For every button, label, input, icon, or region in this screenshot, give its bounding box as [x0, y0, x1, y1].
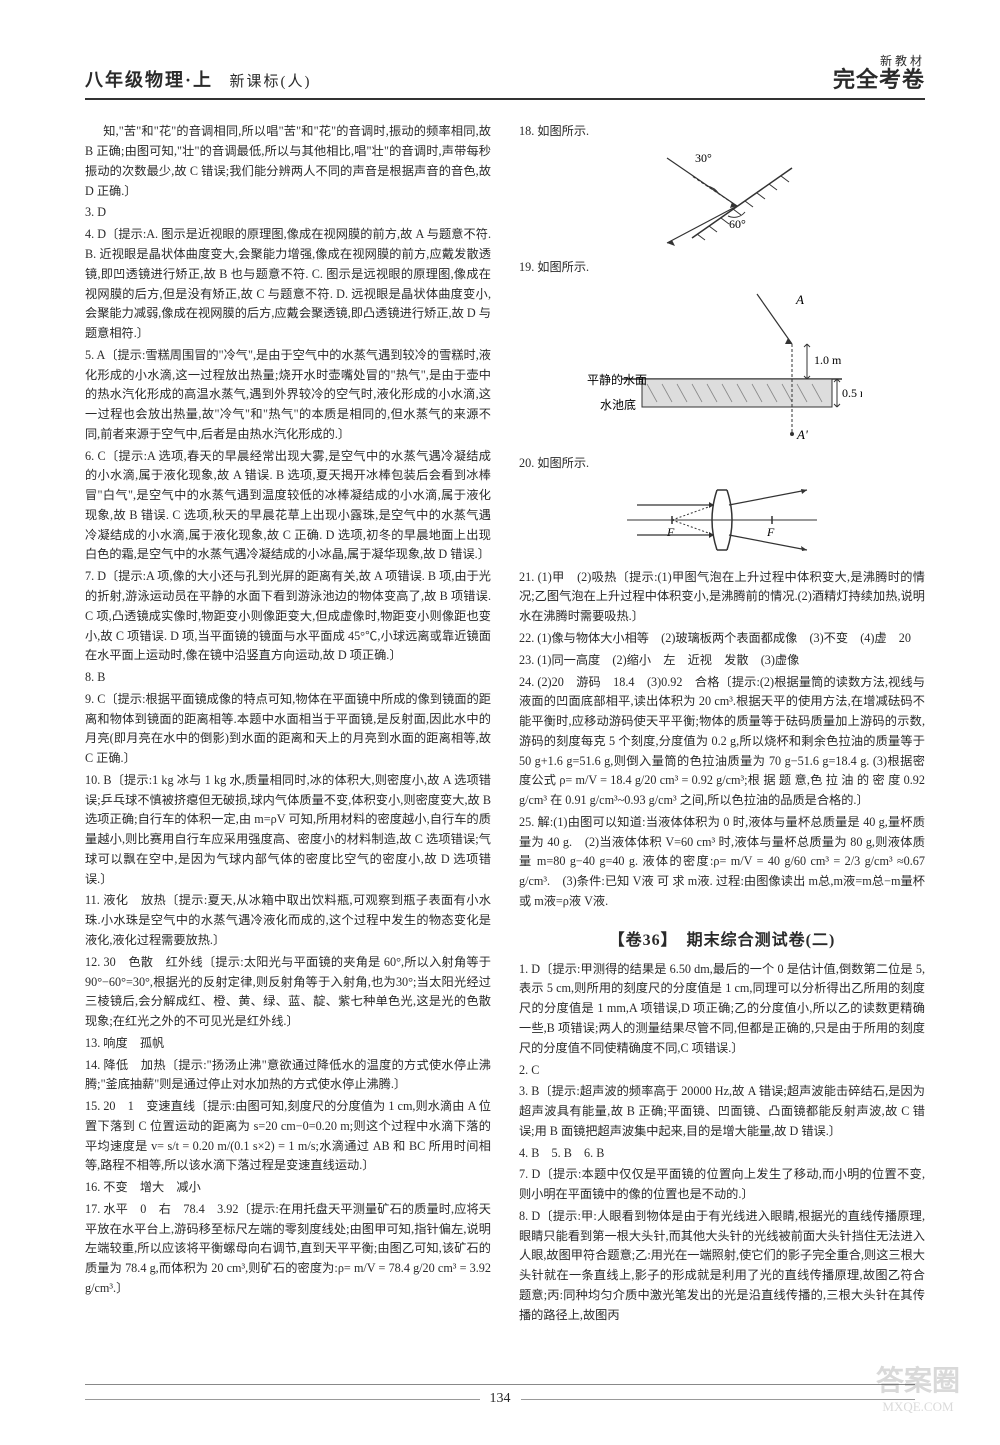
answer-item: 19. 如图所示. — [519, 258, 925, 278]
page-header: 八年级物理·上 新课标(人) 新教材 完全考卷 — [85, 55, 925, 100]
answer-item: 23. (1)同一高度 (2)缩小 左 近视 发散 (3)虚像 — [519, 651, 925, 671]
answer-item: 15. 20 1 变速直线〔提示:由图可知,刻度尺的分度值为 1 cm,则水滴由… — [85, 1097, 491, 1176]
answer-item: 18. 如图所示. — [519, 122, 925, 142]
answer-item: 7. D〔提示:A 项,像的大小还与孔到光屏的距离有关,故 A 项错误. B 项… — [85, 567, 491, 666]
answer-item: 5. A〔提示:雪糕周围冒的"冷气",是由于空气中的水蒸气遇到较冷的雪糕时,液化… — [85, 346, 491, 445]
answer-item: 12. 30 色散 红外线〔提示:太阳光与平面镜的夹角是 60°,所以入射角等于… — [85, 953, 491, 1032]
svg-text:A': A' — [796, 427, 808, 442]
pool-diagram-icon: A A' — [582, 284, 862, 444]
answer-item: 9. C〔提示:根据平面镜成像的特点可知,物体在平面镜中所成的像到镜面的距离和物… — [85, 690, 491, 769]
answer-item: 24. (2)20 游码 18.4 (3)0.92 合格〔提示:(2)根据量筒的… — [519, 673, 925, 811]
chapter-title: 【卷36】 期末综合测试卷(二) — [519, 926, 925, 950]
svg-text:平静的水面: 平静的水面 — [587, 372, 647, 387]
diagram-20: F F — [519, 480, 925, 558]
answer-item: 2. C — [519, 1061, 925, 1081]
answer-item: 21. (1)甲 (2)吸热〔提示:(1)甲图气泡在上升过程中体积变大,是沸腾时… — [519, 568, 925, 627]
answer-item: 10. B〔提示:1 kg 冰与 1 kg 水,质量相同时,冰的体积大,则密度小… — [85, 771, 491, 890]
answer-item: 7. D〔提示:本题中仅仅是平面镜的位置向上发生了移动,而小明的位置不变,则小明… — [519, 1165, 925, 1205]
answer-item: 1. D〔提示:甲测得的结果是 6.50 dm,最后的一个 0 是估计值,倒数第… — [519, 960, 925, 1059]
page-footer: 134 — [85, 1384, 915, 1407]
right-column: 18. 如图所示. 30° 60° — [519, 122, 925, 1327]
svg-text:30°: 30° — [695, 151, 712, 165]
grade-title: 八年级物理·上 — [85, 70, 213, 90]
answer-item: 知,"苦"和"花"的音调相同,所以唱"苦"和"花"的音调时,振动的频率相同,故 … — [85, 122, 491, 201]
watermark-title: 答案圈 — [876, 1359, 960, 1399]
page-number: 134 — [490, 1391, 511, 1407]
lens-diagram-icon: F F — [617, 480, 827, 558]
svg-text:1.0 m: 1.0 m — [814, 353, 842, 367]
brand-big: 完全考卷 — [833, 68, 925, 92]
header-right: 新教材 完全考卷 — [833, 55, 925, 92]
answer-item: 17. 水平 0 右 78.4 3.92〔提示:在用托盘天平测量矿石的质量时,应… — [85, 1200, 491, 1299]
answer-item: 11. 液化 放热〔提示:夏天,从冰箱中取出饮料瓶,可观察到瓶子表面有小水珠.小… — [85, 891, 491, 950]
svg-text:A: A — [795, 292, 804, 307]
answer-item: 8. B — [85, 668, 491, 688]
answer-item: 13. 响度 孤帆 — [85, 1034, 491, 1054]
answer-item: 22. (1)像与物体大小相等 (2)玻璃板两个表面都成像 (3)不变 (4)虚… — [519, 629, 925, 649]
svg-text:60°: 60° — [729, 217, 746, 231]
svg-text:F: F — [766, 525, 775, 539]
answer-item: 3. D — [85, 203, 491, 223]
header-left: 八年级物理·上 新课标(人) — [85, 66, 312, 92]
answer-item: 14. 降低 加热〔提示:"扬汤止沸"意欲通过降低水的温度的方式使水停止沸腾;"… — [85, 1056, 491, 1096]
diagram-19: A A' — [519, 284, 925, 444]
left-column: 知,"苦"和"花"的音调相同,所以唱"苦"和"花"的音调时,振动的频率相同,故 … — [85, 122, 491, 1327]
svg-text:水池底: 水池底 — [600, 397, 636, 412]
reflection-diagram-icon: 30° 60° — [637, 148, 807, 248]
grade-subtitle: 新课标(人) — [230, 74, 312, 90]
watermark-url: MXQE.COM — [876, 1399, 960, 1415]
diagram-18: 30° 60° — [519, 148, 925, 248]
answer-item: 4. D〔提示:A. 图示是近视眼的原理图,像成在视网膜的前方,故 A 与题意不… — [85, 225, 491, 344]
answer-item: 8. D〔提示:甲:人眼看到物体是由于有光线进入眼睛,根据光的直线传播原理,眼睛… — [519, 1207, 925, 1326]
answer-item: 25. 解:(1)由图可以知道:当液体体积为 0 时,液体与量杯总质量是 40 … — [519, 813, 925, 912]
svg-text:0.5 m: 0.5 m — [842, 386, 862, 400]
answer-item: 4. B 5. B 6. B — [519, 1144, 925, 1164]
watermark: 答案圈 MXQE.COM — [876, 1359, 960, 1415]
svg-text:F: F — [666, 525, 675, 539]
answer-item: 6. C〔提示:A 选项,春天的早晨经常出现大雾,是空气中的水蒸气遇冷凝结成的小… — [85, 447, 491, 566]
answer-item: 20. 如图所示. — [519, 454, 925, 474]
answer-item: 3. B〔提示:超声波的频率高于 20000 Hz,故 A 错误;超声波能击碎结… — [519, 1082, 925, 1141]
answer-item: 16. 不变 增大 减小 — [85, 1178, 491, 1198]
